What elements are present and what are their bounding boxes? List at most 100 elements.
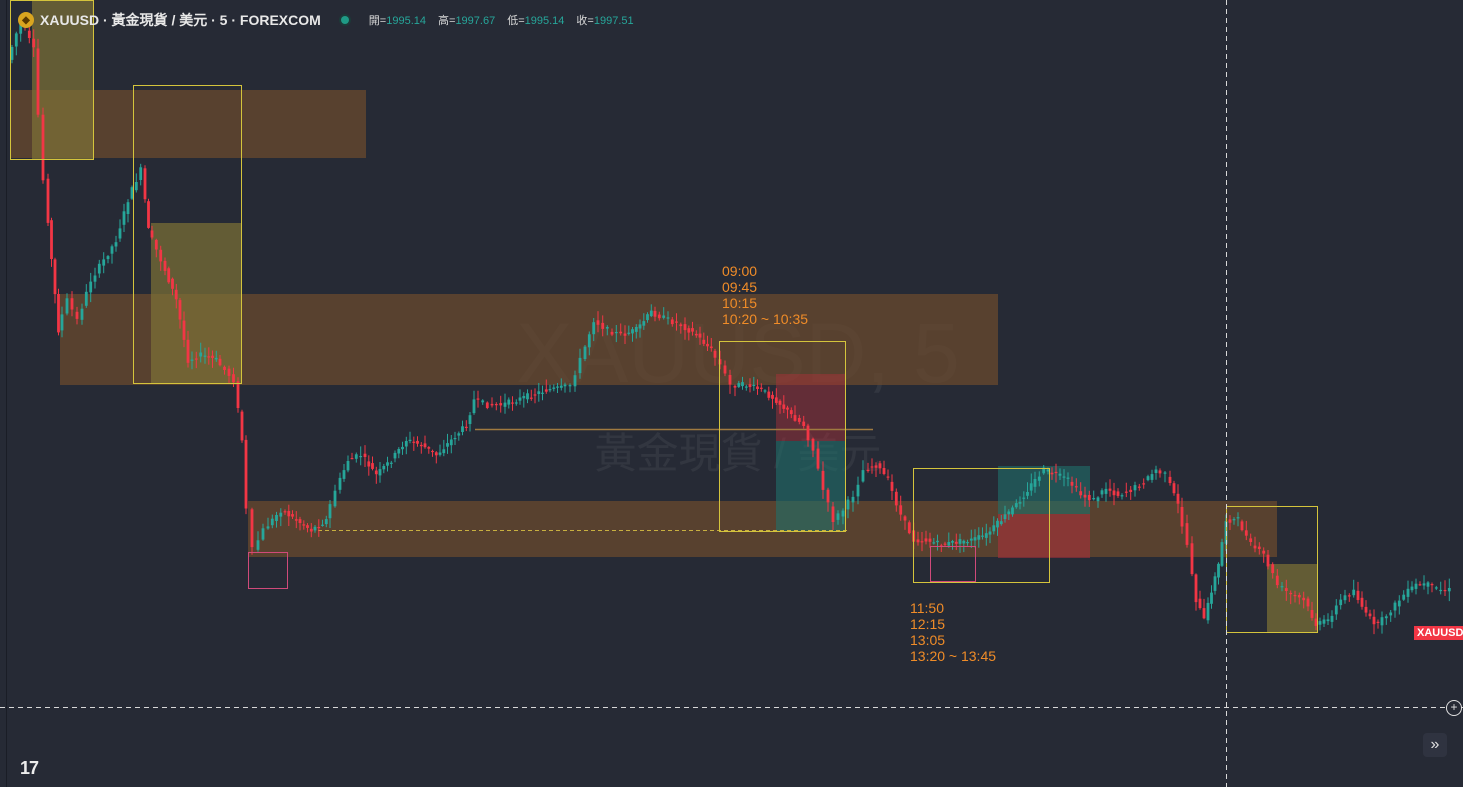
candle-body bbox=[214, 357, 218, 360]
position-risk-1[interactable] bbox=[776, 374, 845, 441]
candle-body bbox=[797, 418, 801, 422]
candle-body bbox=[605, 327, 609, 329]
candle-body bbox=[50, 220, 53, 259]
candle-body bbox=[1275, 575, 1279, 586]
candle-body bbox=[1176, 493, 1180, 504]
candle-body bbox=[256, 540, 260, 550]
candle-body bbox=[1198, 598, 1202, 608]
candle-body bbox=[287, 511, 291, 517]
annotation-1-line-4: 10:20 ~ 10:35 bbox=[722, 311, 808, 327]
candle-body bbox=[240, 411, 244, 441]
candle-body bbox=[159, 249, 163, 262]
candle-body bbox=[1310, 610, 1314, 618]
candle-body bbox=[748, 384, 752, 387]
last-price-tag[interactable]: XAUUSD bbox=[1414, 626, 1463, 640]
candle-body bbox=[649, 310, 653, 317]
scroll-to-realtime-button[interactable]: » bbox=[1423, 733, 1447, 757]
candle-body bbox=[1062, 476, 1066, 478]
candle-body bbox=[291, 514, 294, 517]
candle-body bbox=[1100, 490, 1104, 495]
position-risk-2[interactable] bbox=[998, 514, 1090, 558]
candle-body bbox=[601, 322, 605, 329]
candle-body bbox=[93, 275, 97, 282]
market-status-icon[interactable] bbox=[340, 16, 349, 24]
candle-body bbox=[966, 542, 969, 544]
candle-body bbox=[984, 533, 988, 538]
add-plus-icon[interactable]: + bbox=[1446, 700, 1462, 716]
candle-body bbox=[250, 509, 254, 548]
candle-body bbox=[706, 343, 709, 347]
candle-body bbox=[266, 526, 270, 529]
annotation-session-2: 11:50 12:15 13:05 13:20 ~ 13:45 bbox=[910, 600, 996, 664]
candle-body bbox=[1372, 616, 1376, 625]
candle-body bbox=[1096, 497, 1100, 502]
candle-body bbox=[789, 410, 793, 415]
candle-body bbox=[533, 394, 537, 396]
pink-box-2[interactable] bbox=[930, 546, 976, 582]
candle-body bbox=[806, 425, 810, 441]
candle-body bbox=[1360, 597, 1364, 607]
candle-body bbox=[1352, 589, 1356, 596]
candle-body bbox=[1330, 615, 1334, 622]
candle-body bbox=[1347, 595, 1351, 597]
candle-body bbox=[446, 443, 449, 447]
candle-body bbox=[1190, 543, 1194, 575]
candle-body bbox=[1022, 497, 1026, 499]
candle-body bbox=[1380, 617, 1384, 626]
candle-body bbox=[537, 391, 541, 394]
symbol-title[interactable]: XAUUSD · 黃金現貨 / 美元 · 5 · FOREXCOM bbox=[40, 12, 321, 28]
candle-body bbox=[841, 510, 845, 517]
candle-body bbox=[886, 476, 890, 478]
candle-body bbox=[457, 433, 461, 436]
tradingview-logo[interactable]: 17 bbox=[20, 758, 39, 778]
candle-body bbox=[1194, 574, 1198, 603]
candle-body bbox=[778, 400, 782, 405]
candle-body bbox=[1302, 597, 1306, 601]
candle-body bbox=[1422, 583, 1426, 586]
candle-body bbox=[556, 386, 559, 388]
candle-body bbox=[767, 391, 771, 398]
candle-body bbox=[203, 355, 207, 357]
candle-body bbox=[472, 399, 476, 414]
candle-body bbox=[174, 289, 178, 300]
annotation-2-line-4: 13:20 ~ 13:45 bbox=[910, 648, 996, 664]
candle-body bbox=[139, 167, 143, 180]
annotation-session-1: 09:00 09:45 10:15 10:20 ~ 10:35 bbox=[722, 263, 808, 327]
candle-body bbox=[397, 449, 401, 454]
candle-body bbox=[434, 452, 438, 456]
candle-body bbox=[306, 525, 309, 528]
pink-box-1[interactable] bbox=[248, 552, 288, 589]
candle-body bbox=[1368, 613, 1372, 617]
candle-body bbox=[1402, 594, 1406, 600]
candle-body bbox=[679, 324, 683, 327]
candle-body bbox=[389, 462, 393, 464]
candle-body bbox=[583, 346, 587, 359]
symbol-legend[interactable]: ◆ XAUUSD · 黃金現貨 / 美元 · 5 · FOREXCOM 開=19… bbox=[18, 9, 640, 31]
candle-body bbox=[786, 407, 789, 410]
candle-body bbox=[298, 519, 302, 523]
candle-body bbox=[670, 319, 674, 325]
candle-body bbox=[793, 415, 797, 421]
candle-body bbox=[130, 187, 134, 199]
candle-body bbox=[1104, 488, 1108, 494]
yellow-box-1[interactable] bbox=[10, 0, 94, 160]
zone-bottom[interactable] bbox=[248, 501, 1277, 557]
candle-body bbox=[1447, 588, 1451, 592]
yellow-box-2[interactable] bbox=[133, 85, 242, 384]
candle-body bbox=[163, 260, 167, 271]
candle-body bbox=[1257, 546, 1261, 549]
annotation-1-line-2: 09:45 bbox=[722, 279, 757, 295]
candle-body bbox=[836, 513, 840, 520]
yellow-box-3[interactable] bbox=[719, 341, 846, 532]
candle-body bbox=[687, 328, 691, 333]
candle-body bbox=[346, 461, 350, 471]
candle-body bbox=[167, 268, 171, 283]
candle-body bbox=[1426, 582, 1430, 587]
position-reward-1[interactable] bbox=[776, 441, 845, 531]
yellow-box-4[interactable] bbox=[913, 468, 1050, 583]
candle-body bbox=[324, 519, 328, 525]
olive-box-3[interactable] bbox=[1267, 564, 1317, 632]
candle-body bbox=[522, 396, 526, 399]
